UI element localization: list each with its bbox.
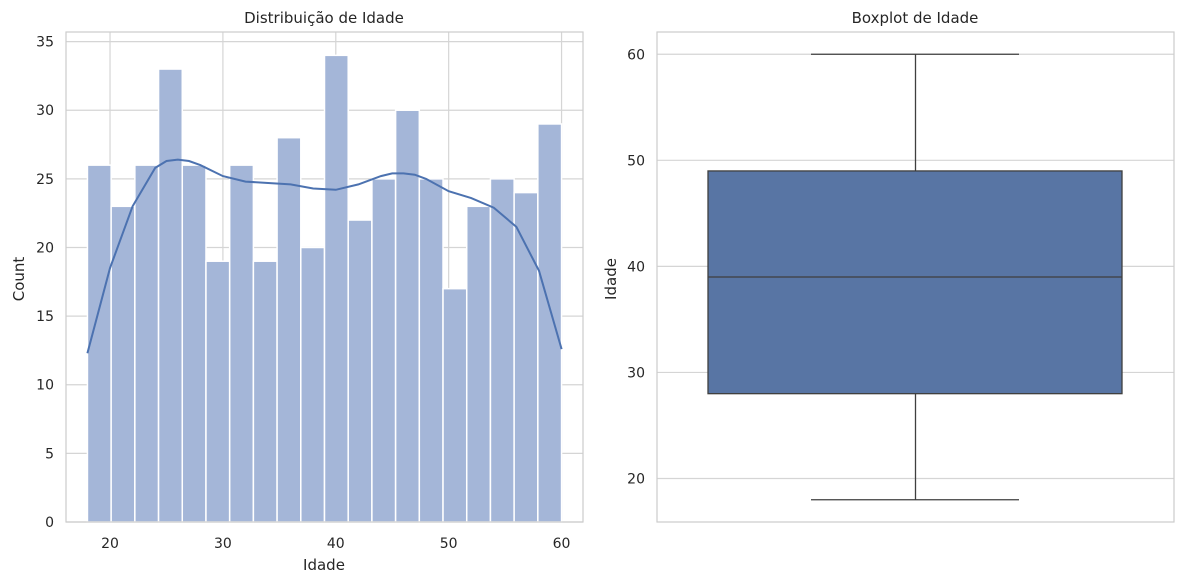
histogram-bar [86,164,112,523]
histogram-bar [537,123,563,523]
histogram-y-tick-label: 15 [36,309,54,325]
histogram-bar [134,164,160,523]
histogram-bar [465,205,492,523]
histogram-bar [394,109,421,523]
histogram-x-tick-labels: 20 30 40 50 60 [101,536,570,552]
histogram-title: Distribuição de Idade [244,9,404,27]
boxplot-y-tick-label: 50 [627,153,645,169]
histogram-bar [371,178,397,523]
boxplot-marks [707,53,1123,501]
boxplot-panel: 20 30 40 50 60 Boxplot de Idade Idade [602,9,1175,523]
histogram-x-axis-label: Idade [303,556,345,574]
histogram-bar [252,260,278,523]
boxplot-y-tick-label: 30 [627,365,645,381]
histogram-bar [205,260,231,523]
histogram-bar [228,164,255,523]
histogram-x-tick-label: 30 [214,536,232,552]
histogram-bar [489,178,515,523]
histogram-x-tick-label: 40 [327,536,345,552]
histogram-y-tick-label: 20 [36,240,54,256]
boxplot-axes-frame [656,31,1175,523]
histogram-y-tick-labels: 0 5 10 15 20 25 30 35 [36,35,54,531]
histogram-bar [418,178,444,523]
boxplot-y-tick-label: 40 [627,259,645,275]
histogram-x-tick-label: 20 [101,536,119,552]
boxplot-y-axis-label: Idade [602,258,620,300]
histogram-bar [181,164,207,523]
histogram-x-tick-label: 60 [553,536,571,552]
histogram-y-tick-label: 10 [36,378,54,394]
histogram-bar [442,287,468,523]
interquartile-box [707,170,1123,395]
histogram-y-tick-label: 25 [36,172,54,188]
kde-line [86,158,563,354]
histogram-bar [276,136,302,523]
histogram-y-tick-label: 35 [36,35,54,51]
histogram-axes-frame [65,31,584,523]
histogram-bar [157,68,184,523]
histogram-panel: 20 30 40 50 60 0 5 10 15 20 25 30 35 Distribuição d… [10,9,584,574]
boxplot-title: Boxplot de Idade [852,9,979,27]
histogram-y-tick-label: 0 [45,515,54,531]
histogram-bar [347,219,373,523]
histogram-bars [86,54,563,523]
histogram-bar [323,54,349,523]
histogram-y-axis-label: Count [10,257,28,302]
histogram-bar [513,191,539,523]
histogram-y-tick-label: 30 [36,103,54,119]
histogram-bar [300,246,326,523]
boxplot-y-tick-label: 20 [627,472,645,488]
histogram-x-tick-label: 50 [440,536,458,552]
boxplot-y-tick-label: 60 [627,47,645,63]
boxplot-y-tick-labels: 20 30 40 50 60 [627,47,645,487]
histogram-y-tick-label: 5 [45,446,54,462]
